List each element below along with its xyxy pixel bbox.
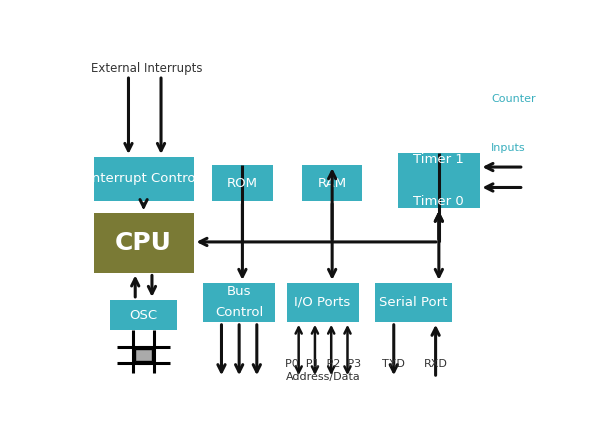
Text: CPU: CPU <box>115 231 172 255</box>
Text: I/O Ports: I/O Ports <box>295 296 351 309</box>
Text: External Interrupts: External Interrupts <box>91 62 203 75</box>
Bar <box>287 283 359 322</box>
Text: Inputs: Inputs <box>491 143 526 153</box>
Text: Bus
Control: Bus Control <box>215 286 263 319</box>
Text: Address/Data: Address/Data <box>286 372 360 382</box>
Text: RAM: RAM <box>317 177 347 190</box>
Text: Serial Port: Serial Port <box>379 296 448 309</box>
Text: RXD: RXD <box>424 359 448 370</box>
Bar <box>135 349 152 361</box>
Text: Interrupt Control: Interrupt Control <box>88 172 199 186</box>
Bar <box>94 157 194 201</box>
Text: ROM: ROM <box>227 177 258 190</box>
Text: Timer 1

Timer 0: Timer 1 Timer 0 <box>413 153 464 208</box>
Bar <box>212 165 272 201</box>
Text: TXD: TXD <box>382 359 405 370</box>
Text: OSC: OSC <box>130 309 158 322</box>
Bar <box>398 153 479 208</box>
Bar <box>302 165 362 201</box>
Bar <box>375 283 452 322</box>
Text: P0  P1  P2  P3: P0 P1 P2 P3 <box>285 359 361 370</box>
Bar <box>203 283 275 322</box>
Text: Counter: Counter <box>491 94 536 104</box>
Bar <box>94 213 194 273</box>
Bar <box>110 300 178 331</box>
